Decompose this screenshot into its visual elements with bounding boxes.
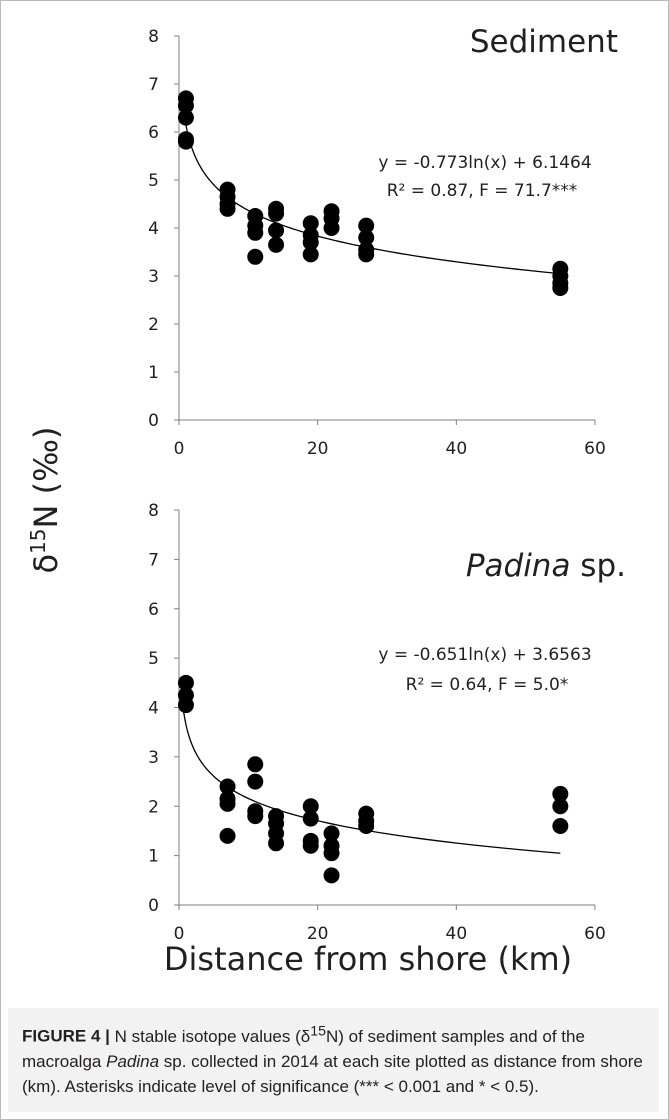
trendline [181, 99, 561, 275]
y-tick-label: 0 [148, 896, 159, 916]
y-tick-label: 3 [148, 748, 159, 768]
figure-caption: FIGURE 4 | N stable isotope values (δ15N… [22, 1019, 652, 1099]
x-tick-label: 20 [307, 924, 329, 944]
panel-title: Sediment [470, 24, 618, 60]
x-tick-label: 40 [446, 924, 468, 944]
y-tick-label: 0 [148, 411, 159, 431]
x-tick-label: 20 [307, 439, 329, 459]
data-point [177, 133, 194, 150]
y-tick-label: 7 [148, 75, 159, 95]
data-point [302, 837, 319, 854]
y-tick-label: 5 [148, 171, 159, 191]
trendline-equation: y = -0.773ln(x) + 6.1464 [378, 153, 591, 173]
data-point [268, 835, 285, 852]
data-point [177, 674, 194, 691]
panel-title-genus: Padina [466, 548, 571, 584]
y-axis-label-rest: N (‰) [27, 426, 65, 528]
data-point [219, 200, 236, 217]
trendline [181, 702, 561, 854]
y-axis-label-superscript: 15 [26, 528, 50, 553]
data-point [219, 778, 236, 795]
data-point [177, 109, 194, 126]
data-point [302, 234, 319, 251]
data-point [177, 97, 194, 114]
y-tick-label: 6 [148, 123, 159, 143]
data-point [323, 825, 340, 842]
data-point [552, 280, 569, 296]
y-tick-label: 6 [148, 600, 159, 620]
data-point [552, 818, 569, 834]
data-point [247, 248, 264, 265]
data-point [268, 205, 285, 222]
y-tick-label: 3 [148, 267, 159, 287]
data-point [302, 810, 319, 827]
x-tick-label: 60 [584, 439, 606, 459]
data-point [552, 785, 569, 802]
y-tick-label: 8 [148, 27, 159, 47]
panel-padina: 0 1 2 3 4 5 6 7 8 0 20 40 60 Padina sp. y = -0.651ln(x… [148, 501, 626, 944]
y-tick-label: 1 [148, 847, 159, 867]
data-point [247, 773, 264, 790]
y-tick-label: 2 [148, 797, 159, 817]
data-point [358, 217, 375, 234]
data-point [268, 236, 285, 253]
data-point [247, 808, 264, 825]
data-point [177, 697, 194, 714]
y-tick-label: 2 [148, 315, 159, 335]
y-tick-label: 1 [148, 363, 159, 383]
panel-title: Padina sp. [466, 548, 626, 584]
y-tick-label: 7 [148, 550, 159, 570]
x-axis-label: Distance from shore (km) [164, 940, 572, 978]
trendline-stats: R² = 0.87, F = 71.7*** [387, 181, 578, 201]
data-point [358, 229, 375, 246]
data-point [552, 798, 569, 815]
data-point [323, 867, 340, 884]
data-point [323, 220, 340, 236]
x-tick-label: 0 [174, 439, 185, 459]
caption-label: FIGURE 4 | [22, 1026, 110, 1046]
panel-title-rest: sp. [570, 548, 626, 584]
data-point [323, 845, 340, 862]
data-point [247, 224, 264, 241]
caption-background [8, 1008, 659, 1112]
y-tick-label: 4 [148, 219, 159, 239]
x-tick-label: 40 [446, 439, 468, 459]
panel-sediment: 0 1 2 3 4 5 6 7 8 0 20 40 60 Sediment y = -0.773ln(x) … [148, 24, 618, 459]
trendline-equation: y = -0.651ln(x) + 3.6563 [378, 645, 591, 665]
data-point [358, 818, 375, 834]
y-tick-label: 5 [148, 649, 159, 669]
trendline-stats: R² = 0.64, F = 5.0* [406, 675, 569, 695]
x-tick-label: 0 [174, 924, 185, 944]
data-point [219, 795, 236, 812]
data-point [302, 246, 319, 263]
y-tick-label: 8 [148, 501, 159, 521]
data-point [358, 246, 375, 263]
y-tick-label: 4 [148, 699, 159, 719]
data-point [268, 222, 285, 239]
data-point [247, 756, 264, 773]
data-point [302, 798, 319, 815]
x-tick-label: 60 [584, 924, 606, 944]
data-point [302, 215, 319, 232]
y-axis-label: δ15N (‰) [26, 426, 65, 573]
data-point [219, 827, 236, 844]
caption-text: N stable isotope values (δ15N) of sedime… [22, 1023, 643, 1096]
